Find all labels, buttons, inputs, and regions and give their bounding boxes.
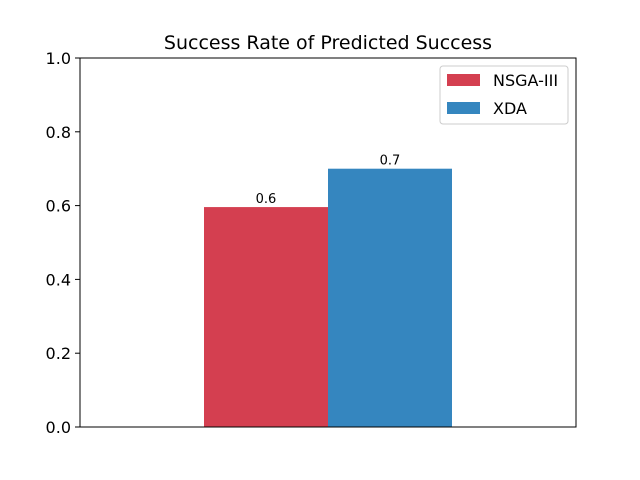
legend-label: NSGA-III <box>493 71 558 90</box>
y-tick-label: 0.4 <box>46 270 71 289</box>
data-labels: 0.6 0.7 <box>256 154 401 207</box>
y-tick-label: 0.2 <box>46 344 71 363</box>
y-tick-label: 0.0 <box>46 418 71 437</box>
bar-nsga-iii <box>204 207 328 427</box>
y-axis: 0.0 0.2 0.4 0.6 0.8 1.0 <box>46 49 80 437</box>
data-label: 0.7 <box>380 154 401 169</box>
chart-title: Success Rate of Predicted Success <box>164 32 492 54</box>
y-tick-label: 0.8 <box>46 123 71 142</box>
y-tick-label: 0.6 <box>46 197 71 216</box>
legend: NSGA-III XDA <box>439 65 569 125</box>
legend-swatch <box>447 102 480 114</box>
plot-frame <box>79 57 577 428</box>
legend-swatch <box>447 74 480 86</box>
data-label: 0.6 <box>256 192 277 207</box>
bars <box>204 168 452 427</box>
legend-label: XDA <box>493 99 527 118</box>
y-tick-label: 1.0 <box>46 49 71 68</box>
bar-xda <box>328 168 452 427</box>
